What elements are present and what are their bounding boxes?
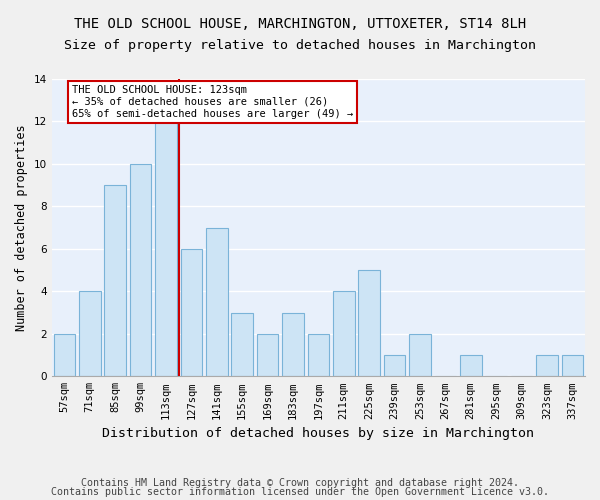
Bar [53,334,75,376]
Text: Size of property relative to detached houses in Marchington: Size of property relative to detached ho… [64,39,536,52]
Bar [155,122,177,376]
Bar [333,292,355,376]
Bar [358,270,380,376]
Bar [536,355,557,376]
Text: THE OLD SCHOOL HOUSE: 123sqm
← 35% of detached houses are smaller (26)
65% of se: THE OLD SCHOOL HOUSE: 123sqm ← 35% of de… [72,86,353,118]
Text: Contains HM Land Registry data © Crown copyright and database right 2024.: Contains HM Land Registry data © Crown c… [81,478,519,488]
Text: THE OLD SCHOOL HOUSE, MARCHINGTON, UTTOXETER, ST14 8LH: THE OLD SCHOOL HOUSE, MARCHINGTON, UTTOX… [74,18,526,32]
Bar [282,312,304,376]
Bar [79,292,101,376]
Bar [308,334,329,376]
Bar [562,355,583,376]
Bar [206,228,227,376]
Bar [384,355,406,376]
X-axis label: Distribution of detached houses by size in Marchington: Distribution of detached houses by size … [103,427,535,440]
Bar [104,185,126,376]
Bar [257,334,278,376]
Bar [130,164,151,376]
Text: Contains public sector information licensed under the Open Government Licence v3: Contains public sector information licen… [51,487,549,497]
Y-axis label: Number of detached properties: Number of detached properties [15,124,28,331]
Bar [232,312,253,376]
Bar [409,334,431,376]
Bar [460,355,482,376]
Bar [181,249,202,376]
